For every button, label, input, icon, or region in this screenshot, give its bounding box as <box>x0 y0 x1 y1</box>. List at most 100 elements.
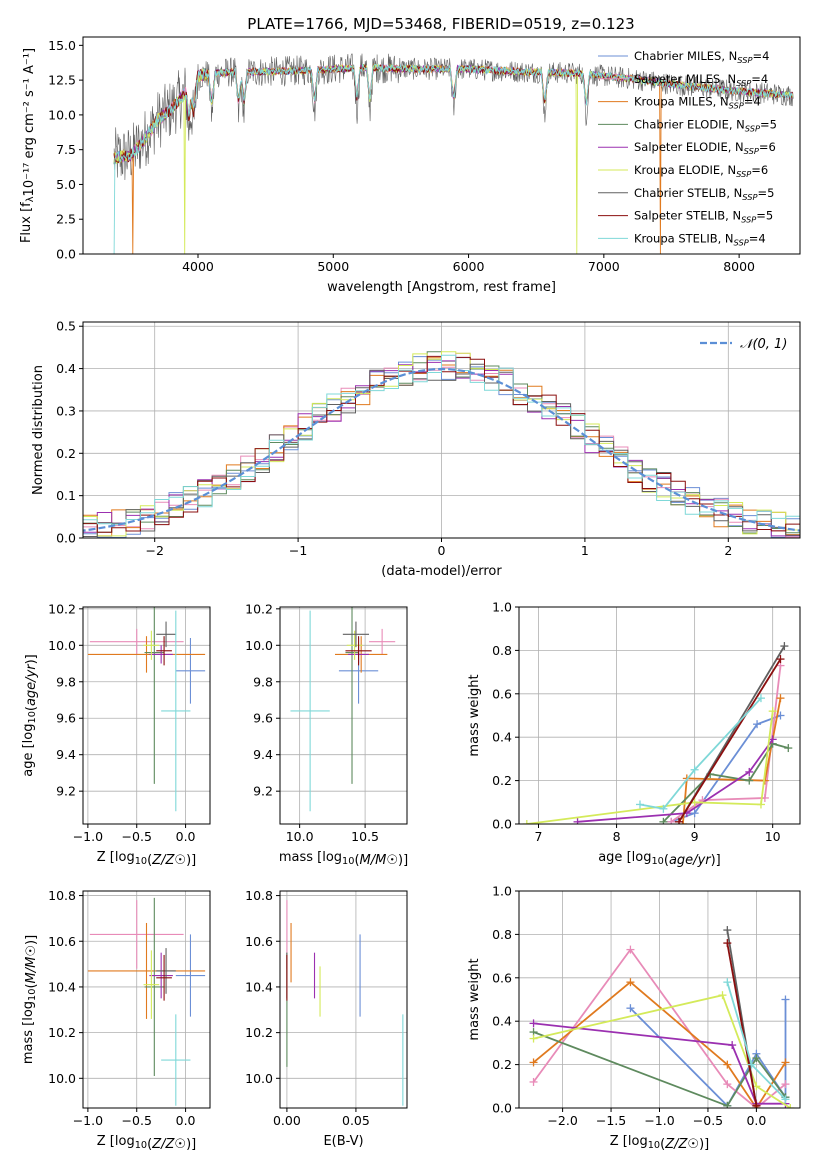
massweight_vs_age-marker-salpeter-miles <box>667 817 676 824</box>
mass_vs_ebv-ytick-label: 10.4 <box>245 979 273 994</box>
age_vs_mass-errorbar-chabrier-stelib <box>342 621 370 648</box>
mass_vs_Z-xtick-label: 0.0 <box>176 1113 196 1128</box>
massweight_vs_Z-plot-area <box>529 926 795 1108</box>
age_vs_Z-errorbar-kroupa-stelib <box>161 610 191 812</box>
massweight_vs_Z-ytick-label: 1.0 <box>492 884 512 899</box>
spectrum-ytick-label: 0.0 <box>56 247 76 262</box>
spectrum-xtick-label: 6000 <box>453 259 485 274</box>
mass_vs_Z-frame <box>82 890 211 1109</box>
age_vs_Z-ytick-label: 9.6 <box>56 711 76 726</box>
spectrum-ytick-label: 7.5 <box>56 142 76 157</box>
massweight_vs_age-ytick-label: 0.6 <box>492 686 512 701</box>
residuals-xtick-label: 0 <box>438 543 446 558</box>
age_vs_Z-errorbar-kroupa-elodie <box>143 630 160 660</box>
residuals-plot-area <box>83 351 800 538</box>
age_vs_Z-errorbar-chabrier-miles <box>175 638 206 704</box>
massweight_vs_Z-line-salpeter-elodie <box>533 1022 786 1105</box>
age_vs_Z-errorbar-salpeter-stelib <box>156 636 172 666</box>
mass_vs_Z-errorbar-kroupa-elodie <box>143 950 160 1019</box>
massweight_vs_Z-marker-kroupa-elodie <box>529 1034 538 1043</box>
residuals-ytick-label: 0.3 <box>56 403 76 418</box>
histogram-kroupa-stelib <box>83 354 800 533</box>
spectrum-ytick-label: 15.0 <box>48 38 76 53</box>
massweight_vs_age-ytick-label: 0.0 <box>492 817 512 832</box>
massweight_vs_Z-marker-salpeter-elodie <box>529 1019 538 1028</box>
spectrum-ytick-label: 2.5 <box>56 212 76 227</box>
massweight_vs_age-marker-chabrier-elodie <box>659 817 668 824</box>
mass_vs_Z-ytick-label: 10.0 <box>48 1071 76 1086</box>
massweight_vs_Z-marker-kroupa-stelib <box>781 1095 790 1104</box>
massweight_vs_age-marker-kroupa-stelib <box>690 765 699 774</box>
mass_vs_Z-axes: −1.0 −0.5 0.0 10.0 10.2 10.4 10.6 10.8 Z [log10(… <box>21 888 211 1152</box>
legend-label-salpeter-miles: Salpeter MILES, NSSP=4 <box>634 72 768 88</box>
age_vs_mass-plot-area <box>290 607 396 812</box>
massweight_vs_age-marker-kroupa-stelib <box>635 800 644 809</box>
mass_vs_Z-errorbar-salpeter-stelib <box>156 954 172 1001</box>
residuals-ytick-label: 0.1 <box>56 488 76 503</box>
spectrum-ytick-label: 5.0 <box>56 177 76 192</box>
mass_vs_ebv-ytick-label: 10.2 <box>245 1025 273 1040</box>
massweight_vs_age-ytick-label: 0.4 <box>492 730 512 745</box>
massweight_vs_Z-marker-salpeter-miles <box>626 945 635 954</box>
age_vs_Z-errorbar-chabrier-stelib <box>156 621 176 648</box>
massweight_vs_age-marker-kroupa-elodie <box>768 707 777 716</box>
massweight_vs_Z-marker-chabrier-stelib <box>723 926 732 935</box>
age_vs_Z-errorbar-salpeter-miles <box>89 628 184 655</box>
massweight_vs_age-marker-salpeter-elodie <box>745 767 754 776</box>
age_vs_Z-ylabel: age [log10(age/yr)] <box>21 654 39 777</box>
mass_vs_Z-ytick-label: 10.4 <box>48 979 76 994</box>
massweight_vs_Z-marker-kroupa-miles <box>529 1058 538 1067</box>
mass_vs_Z-errorbar-kroupa-stelib <box>161 1014 191 1106</box>
massweight_vs_age-xtick-label: 8 <box>613 829 621 844</box>
age_vs_Z-ytick-label: 10.0 <box>48 638 76 653</box>
massweight_vs_Z-marker-kroupa-miles <box>626 978 635 987</box>
age_vs_mass-ytick-label: 9.4 <box>253 747 273 762</box>
spectrum-frame <box>82 36 801 255</box>
massweight_vs_Z-xlabel: Z [log10(Z/Z☉)] <box>610 1134 709 1152</box>
legend-label-chabrier-miles: Chabrier MILES, NSSP=4 <box>634 49 769 65</box>
massweight_vs_Z-marker-salpeter-stelib <box>723 939 732 948</box>
age_vs_mass-frame <box>279 606 408 825</box>
age_vs_mass-ytick-label: 9.6 <box>253 711 273 726</box>
mass_vs_Z-xtick-label: −1.0 <box>73 1113 103 1128</box>
mass_vs_Z-xlabel: Z [log10(Z/Z☉)] <box>97 1134 196 1152</box>
massweight_vs_age-ytick-label: 0.8 <box>492 643 512 658</box>
mass_vs_Z-errorbar-kroupa-miles <box>87 922 206 1019</box>
massweight_vs_Z-ytick-label: 0.8 <box>492 927 512 942</box>
massweight_vs_age-ytick-label: 1.0 <box>492 600 512 615</box>
legend-label-kroupa-miles: Kroupa MILES, NSSP=4 <box>634 95 761 111</box>
massweight_vs_age-axes: 7 8 9 10 0.0 0.2 0.4 0.6 0.8 1.0 age [log10(age/yr… <box>467 600 801 868</box>
age_vs_mass-errorbar-chabrier-elodie <box>345 607 359 784</box>
massweight_vs_Z-xtick-label: −1.0 <box>644 1113 674 1128</box>
massweight_vs_age-marker-kroupa-stelib <box>659 804 668 813</box>
massweight_vs_age-plot-area <box>522 642 793 824</box>
residuals-ytick-label: 0.5 <box>56 319 76 334</box>
massweight_vs_age-marker-chabrier-elodie <box>784 744 793 753</box>
massweight_vs_Z-line-kroupa-elodie <box>533 994 791 1108</box>
legend-label-kroupa-stelib: Kroupa STELIB, NSSP=4 <box>634 231 766 247</box>
residuals-xtick-label: −1 <box>289 543 307 558</box>
massweight_vs_age-marker-kroupa-stelib <box>756 694 765 703</box>
legend-label-normal: 𝒩(0, 1) <box>740 337 787 352</box>
massweight_vs_Z-xtick-label: −1.5 <box>596 1113 626 1128</box>
massweight_vs_Z-ytick-label: 0.6 <box>492 970 512 985</box>
massweight_vs_age-xtick-label: 10 <box>765 829 781 844</box>
massweight_vs_Z-marker-chabrier-miles <box>781 995 790 1004</box>
mass_vs_Z-xtick-label: −0.5 <box>122 1113 152 1128</box>
residuals-ytick-label: 0.0 <box>56 531 76 546</box>
massweight_vs_Z-marker-chabrier-elodie <box>723 1101 732 1108</box>
age_vs_Z-plot-area <box>87 607 206 812</box>
age_vs_mass-ytick-label: 10.2 <box>245 601 273 616</box>
age_vs_Z-ytick-label: 10.2 <box>48 601 76 616</box>
spectrum-xtick-label: 7000 <box>588 259 620 274</box>
residuals-ylabel: Normed distribution <box>31 365 46 495</box>
spectrum-axes: 4000 5000 6000 7000 8000 0.0 2.5 5.0 7.5 10.0 12.5… <box>19 36 801 295</box>
residuals-xtick-label: 1 <box>581 543 589 558</box>
massweight_vs_age-xtick-label: 9 <box>691 829 699 844</box>
massweight_vs_Z-marker-kroupa-stelib <box>747 1060 756 1069</box>
age_vs_mass-errorbar-kroupa-elodie <box>346 630 363 660</box>
residuals-axes: −2 −1 0 1 2 0.0 0.1 0.2 0.3 0.4 0.5 (data-model)/er… <box>31 319 801 579</box>
age_vs_mass-errorbar-salpeter-miles <box>369 628 396 655</box>
legend-label-salpeter-stelib: Salpeter STELIB, NSSP=5 <box>634 209 773 225</box>
age_vs_Z-xtick-label: −0.5 <box>122 829 152 844</box>
